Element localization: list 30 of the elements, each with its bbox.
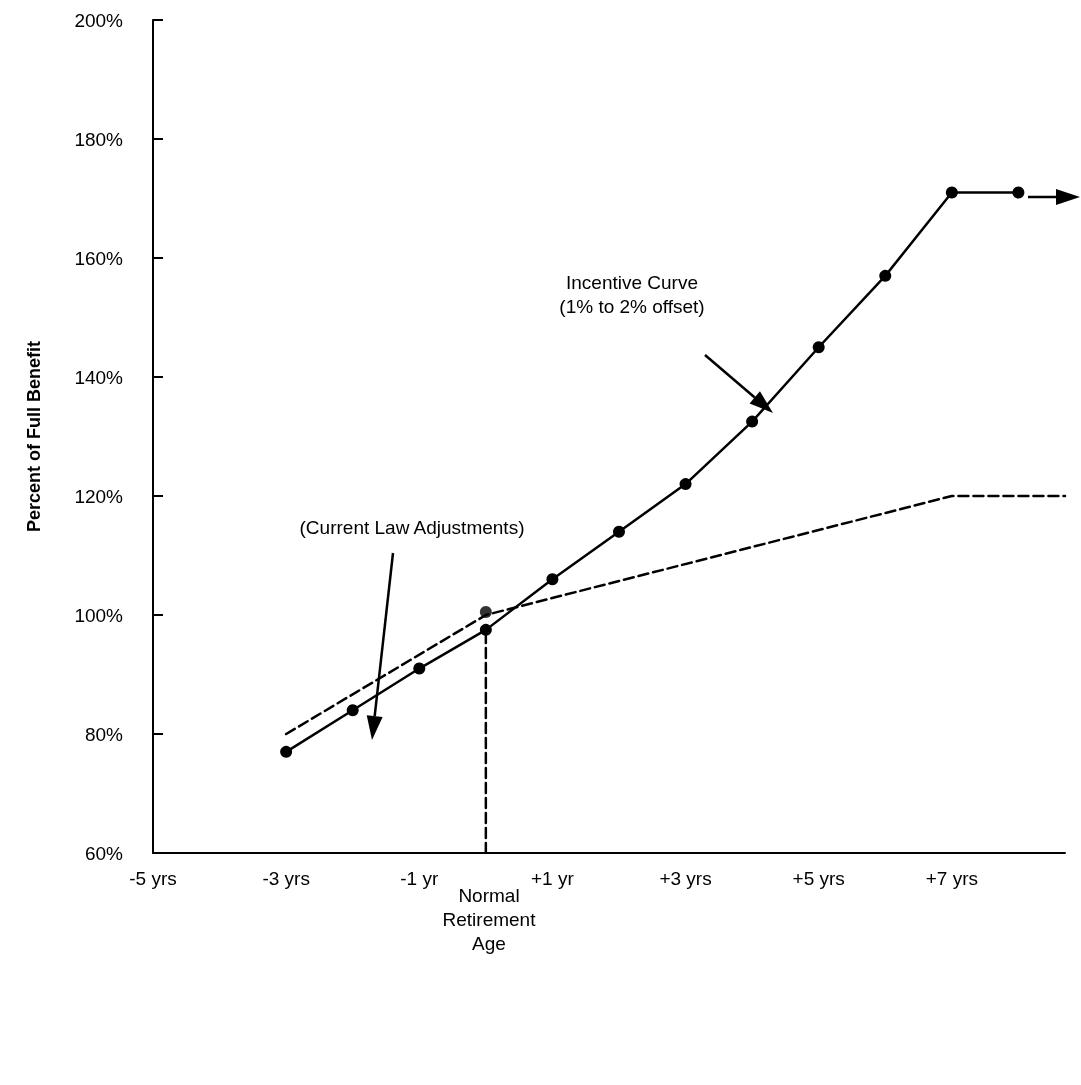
point xyxy=(945,186,958,199)
point xyxy=(1012,186,1025,199)
point xyxy=(479,606,492,619)
y-tick-label: 200% xyxy=(74,9,124,31)
point xyxy=(346,704,359,717)
x-tick-label: -5 yrs xyxy=(129,868,177,889)
x-tick-label: +5 yrs xyxy=(792,868,845,889)
y-tick-label: 80% xyxy=(84,723,124,745)
y-tick-label: 120% xyxy=(74,485,124,507)
y-tick-label: 140% xyxy=(74,366,124,388)
y-tick-label: 100% xyxy=(74,604,124,626)
point xyxy=(413,662,426,675)
y-axis-title: Percent of Full Benefit xyxy=(24,340,44,533)
y-tick-label: 160% xyxy=(74,247,124,269)
point xyxy=(746,415,759,428)
point xyxy=(479,623,492,636)
y-tick-label: 180% xyxy=(74,128,124,150)
y-tick-label: 60% xyxy=(84,842,124,864)
x-tick-label: -3 yrs xyxy=(262,868,310,889)
point xyxy=(280,745,293,758)
annotation: Incentive Curve (1% to 2% offset) xyxy=(559,271,705,317)
point xyxy=(812,341,825,354)
annotation: (Current Law Adjustments) xyxy=(299,516,525,538)
x-tick-label: +7 yrs xyxy=(925,868,978,889)
point xyxy=(879,269,892,282)
x-tick-label: +3 yrs xyxy=(659,868,712,889)
x-tick-label: -1 yr xyxy=(400,868,439,889)
point xyxy=(546,573,559,586)
point xyxy=(613,525,625,538)
point xyxy=(679,478,692,491)
